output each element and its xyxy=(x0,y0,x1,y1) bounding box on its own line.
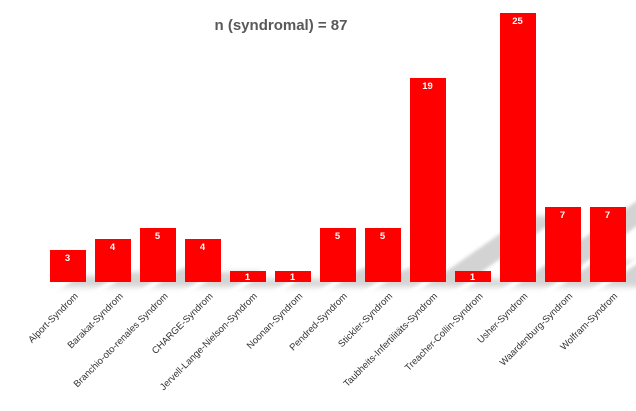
bar-value-label: 5 xyxy=(379,231,386,242)
bar-value-label: 4 xyxy=(109,242,116,253)
bar-value-label: 19 xyxy=(422,81,433,92)
bar-value-label: 25 xyxy=(512,16,523,27)
bar: 19 xyxy=(409,78,446,282)
bar: 5 xyxy=(319,228,356,282)
bar-value-label: 4 xyxy=(199,242,206,253)
bar: 3 xyxy=(49,250,86,282)
chart-title: n (syndromal) = 87 xyxy=(214,17,348,34)
x-axis-label-text: Taubheits-Infertilitäts-Syndrom xyxy=(341,291,441,390)
bar: 5 xyxy=(364,228,401,282)
bar: 7 xyxy=(589,207,626,282)
bar-value-label: 7 xyxy=(559,210,566,221)
bar: 5 xyxy=(139,228,176,282)
bar: 1 xyxy=(274,271,311,283)
bar: 25 xyxy=(499,13,536,282)
bar-value-label: 7 xyxy=(604,210,611,221)
bar: 1 xyxy=(454,271,491,283)
x-axis-label-text: Branchio-oto-renales Syndrom xyxy=(71,291,171,390)
bar: 4 xyxy=(94,239,131,282)
bar-value-label: 1 xyxy=(289,272,296,283)
bar: 7 xyxy=(544,207,581,282)
x-axis-label-text: Treacher-Collin-Syndrom xyxy=(402,291,486,374)
bar: 4 xyxy=(184,239,221,282)
bar-value-label: 5 xyxy=(334,231,341,242)
bar-value-label: 1 xyxy=(244,272,251,283)
bar-value-label: 3 xyxy=(64,253,71,264)
bar: 1 xyxy=(229,271,266,283)
bar-value-label: 5 xyxy=(154,231,161,242)
bar-value-label: 1 xyxy=(469,272,476,283)
